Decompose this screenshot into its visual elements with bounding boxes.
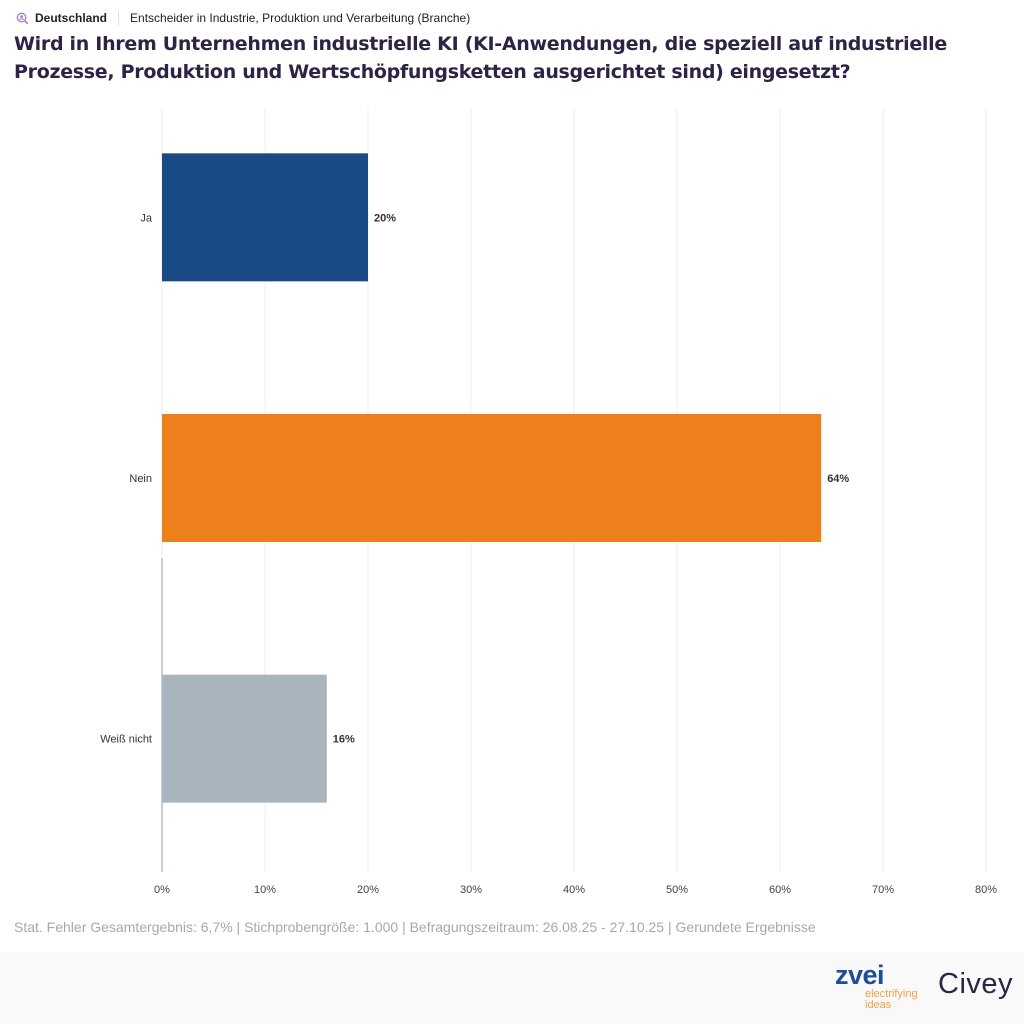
divider <box>118 11 120 25</box>
zvei-tagline-line-1: electrifying <box>865 988 918 1000</box>
data-label: 16% <box>333 734 355 746</box>
x-tick-label: 60% <box>769 884 791 896</box>
bar <box>162 674 327 803</box>
segment-label: Entscheider in Industrie, Produktion und… <box>130 11 471 25</box>
x-tick-label: 70% <box>872 884 894 896</box>
x-tick-label: 20% <box>357 884 379 896</box>
search-person-icon <box>16 12 29 24</box>
civey-logo: Civey <box>938 968 1014 1000</box>
data-label: 20% <box>374 212 396 224</box>
country-filter: Deutschland <box>16 11 107 25</box>
x-tick-label: 10% <box>254 884 276 896</box>
x-tick-label: 0% <box>154 884 170 896</box>
footer-band <box>0 952 1024 1024</box>
zvei-logo: zvei electrifying ideas <box>835 962 918 1011</box>
zvei-tagline: electrifying ideas <box>865 989 918 1011</box>
country-label: Deutschland <box>35 11 108 25</box>
x-tick-label: 80% <box>975 884 997 896</box>
x-tick-label: 40% <box>563 884 585 896</box>
chart-title: Wird in Ihrem Unternehmen industrielle K… <box>14 33 947 83</box>
x-tick-label: 30% <box>460 884 482 896</box>
category-label: Nein <box>129 473 152 485</box>
category-label: Weiß nicht <box>100 734 152 746</box>
filter-bar: Deutschland Entscheider in Industrie, Pr… <box>16 10 470 26</box>
bar-chart: 0% 10% 20% 30% 40% 50% 60% 70% 80% Ja 20% Nein 64% We… <box>100 108 997 896</box>
category-label: Ja <box>140 212 153 224</box>
footnote: Stat. Fehler Gesamtergebnis: 6,7% | Stic… <box>14 919 816 935</box>
bar <box>162 414 822 542</box>
zvei-wordmark: zvei <box>835 960 885 990</box>
bar <box>162 153 368 282</box>
x-tick-label: 50% <box>666 884 688 896</box>
data-label: 64% <box>827 473 849 485</box>
zvei-tagline-line-2: ideas <box>865 999 892 1011</box>
